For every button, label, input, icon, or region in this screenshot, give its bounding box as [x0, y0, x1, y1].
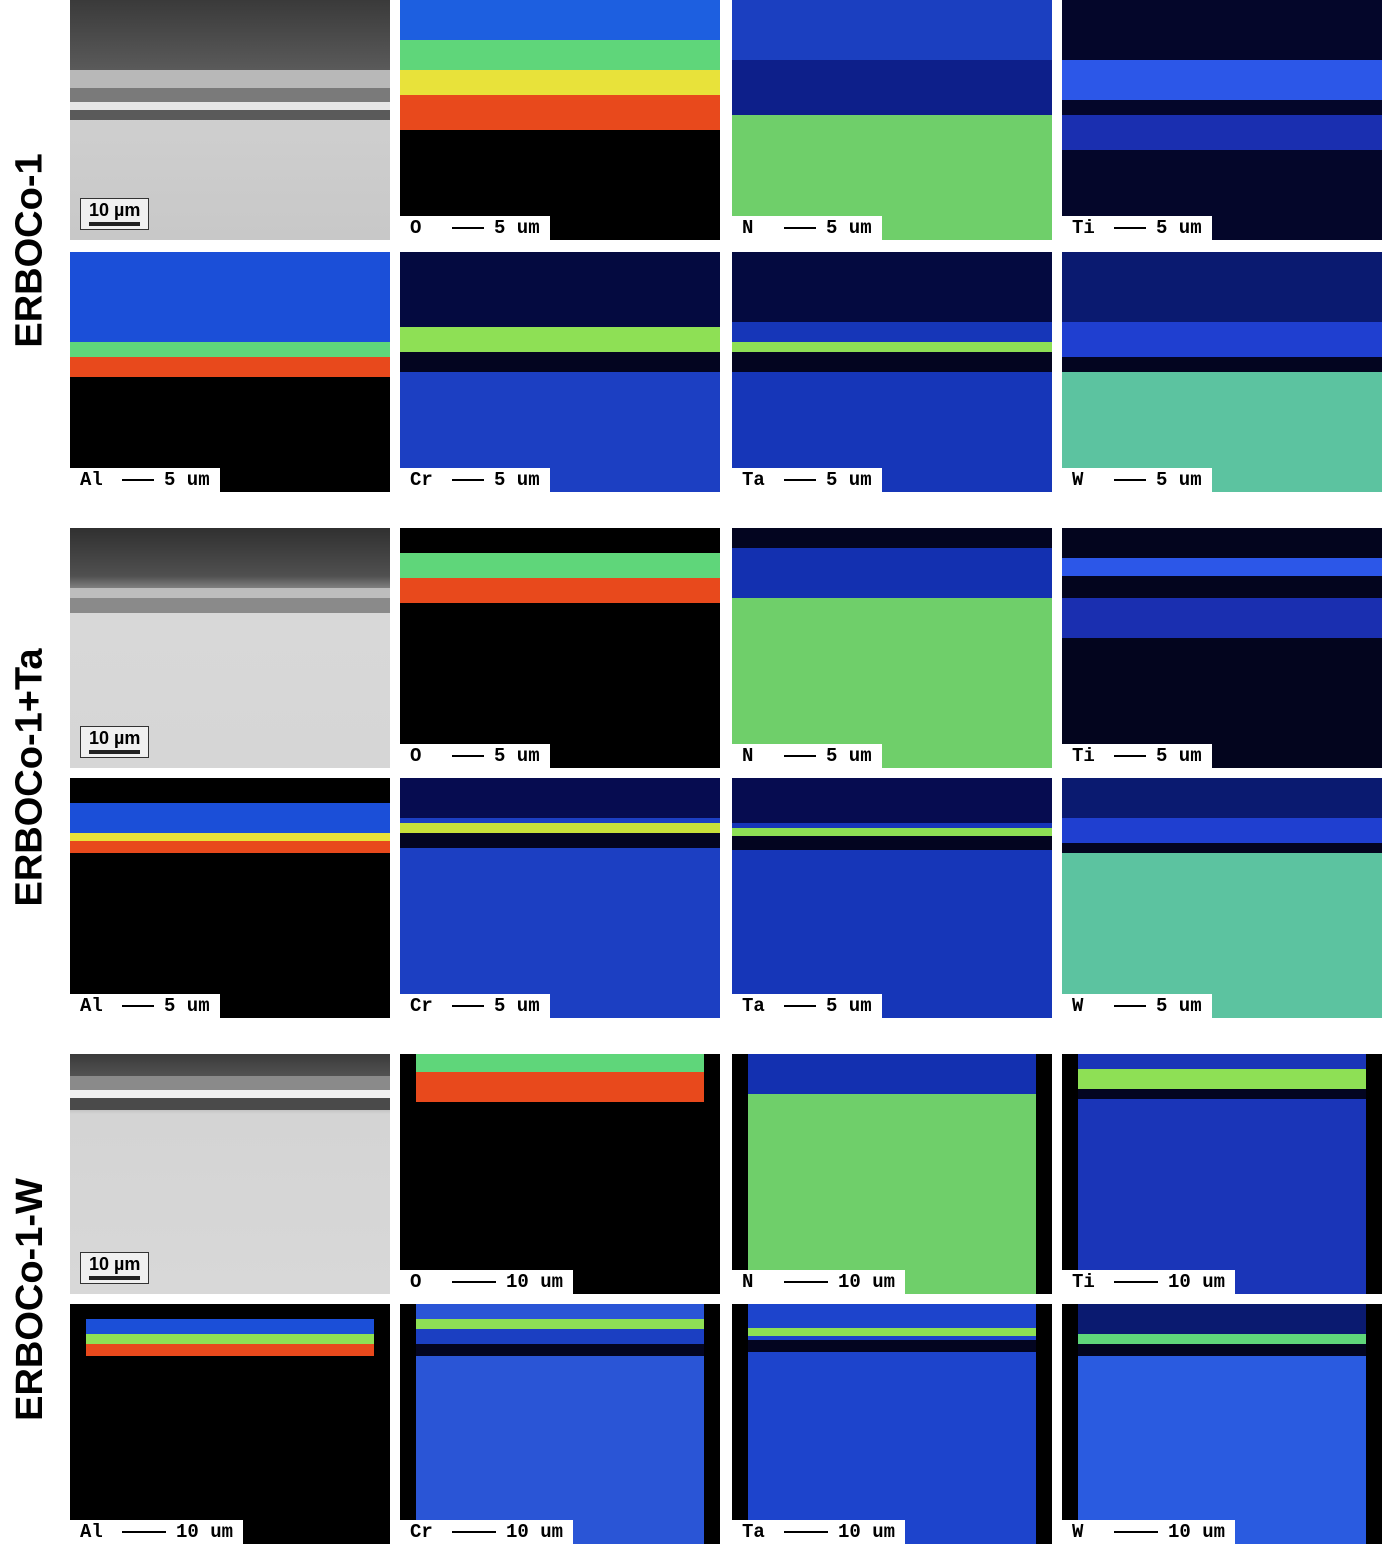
- eds-map-al: Al 5 um: [70, 252, 390, 492]
- eds-map-al: Al 5 um: [70, 778, 390, 1018]
- sem-scale-bar: 10 µm: [80, 198, 150, 230]
- eds-map-ta: Ta 10 um: [732, 1304, 1052, 1544]
- eds-map-o: O 10 um: [400, 1054, 720, 1294]
- eds-map-ta: Ta 5 um: [732, 252, 1052, 492]
- eds-map-ta: Ta 5 um: [732, 778, 1052, 1018]
- eds-map-ti: Ti 5 um: [1062, 528, 1382, 768]
- eds-map-w: W 10 um: [1062, 1304, 1382, 1544]
- eds-map-ti: Ti 10 um: [1062, 1054, 1382, 1294]
- row-label-3: ERBOCo-1-W: [8, 1177, 51, 1421]
- eds-map-n: N 10 um: [732, 1054, 1052, 1294]
- eds-map-ti: Ti 5 um: [1062, 0, 1382, 240]
- sem-scale-bar: 10 µm: [80, 1252, 150, 1284]
- sem-image: 10 µm: [70, 528, 390, 768]
- row-label-1: ERBOCo-1: [8, 152, 51, 348]
- eds-map-cr: Cr 5 um: [400, 778, 720, 1018]
- sem-image: 10 µm: [70, 1054, 390, 1294]
- sem-image: 10 µm: [70, 0, 390, 240]
- sem-scale-bar: 10 µm: [80, 726, 150, 758]
- eds-map-al: Al 10 um: [70, 1304, 390, 1544]
- eds-map-cr: Cr 5 um: [400, 252, 720, 492]
- eds-map-cr: Cr 10 um: [400, 1304, 720, 1544]
- row-label-2: ERBOCo-1+Ta: [8, 648, 51, 906]
